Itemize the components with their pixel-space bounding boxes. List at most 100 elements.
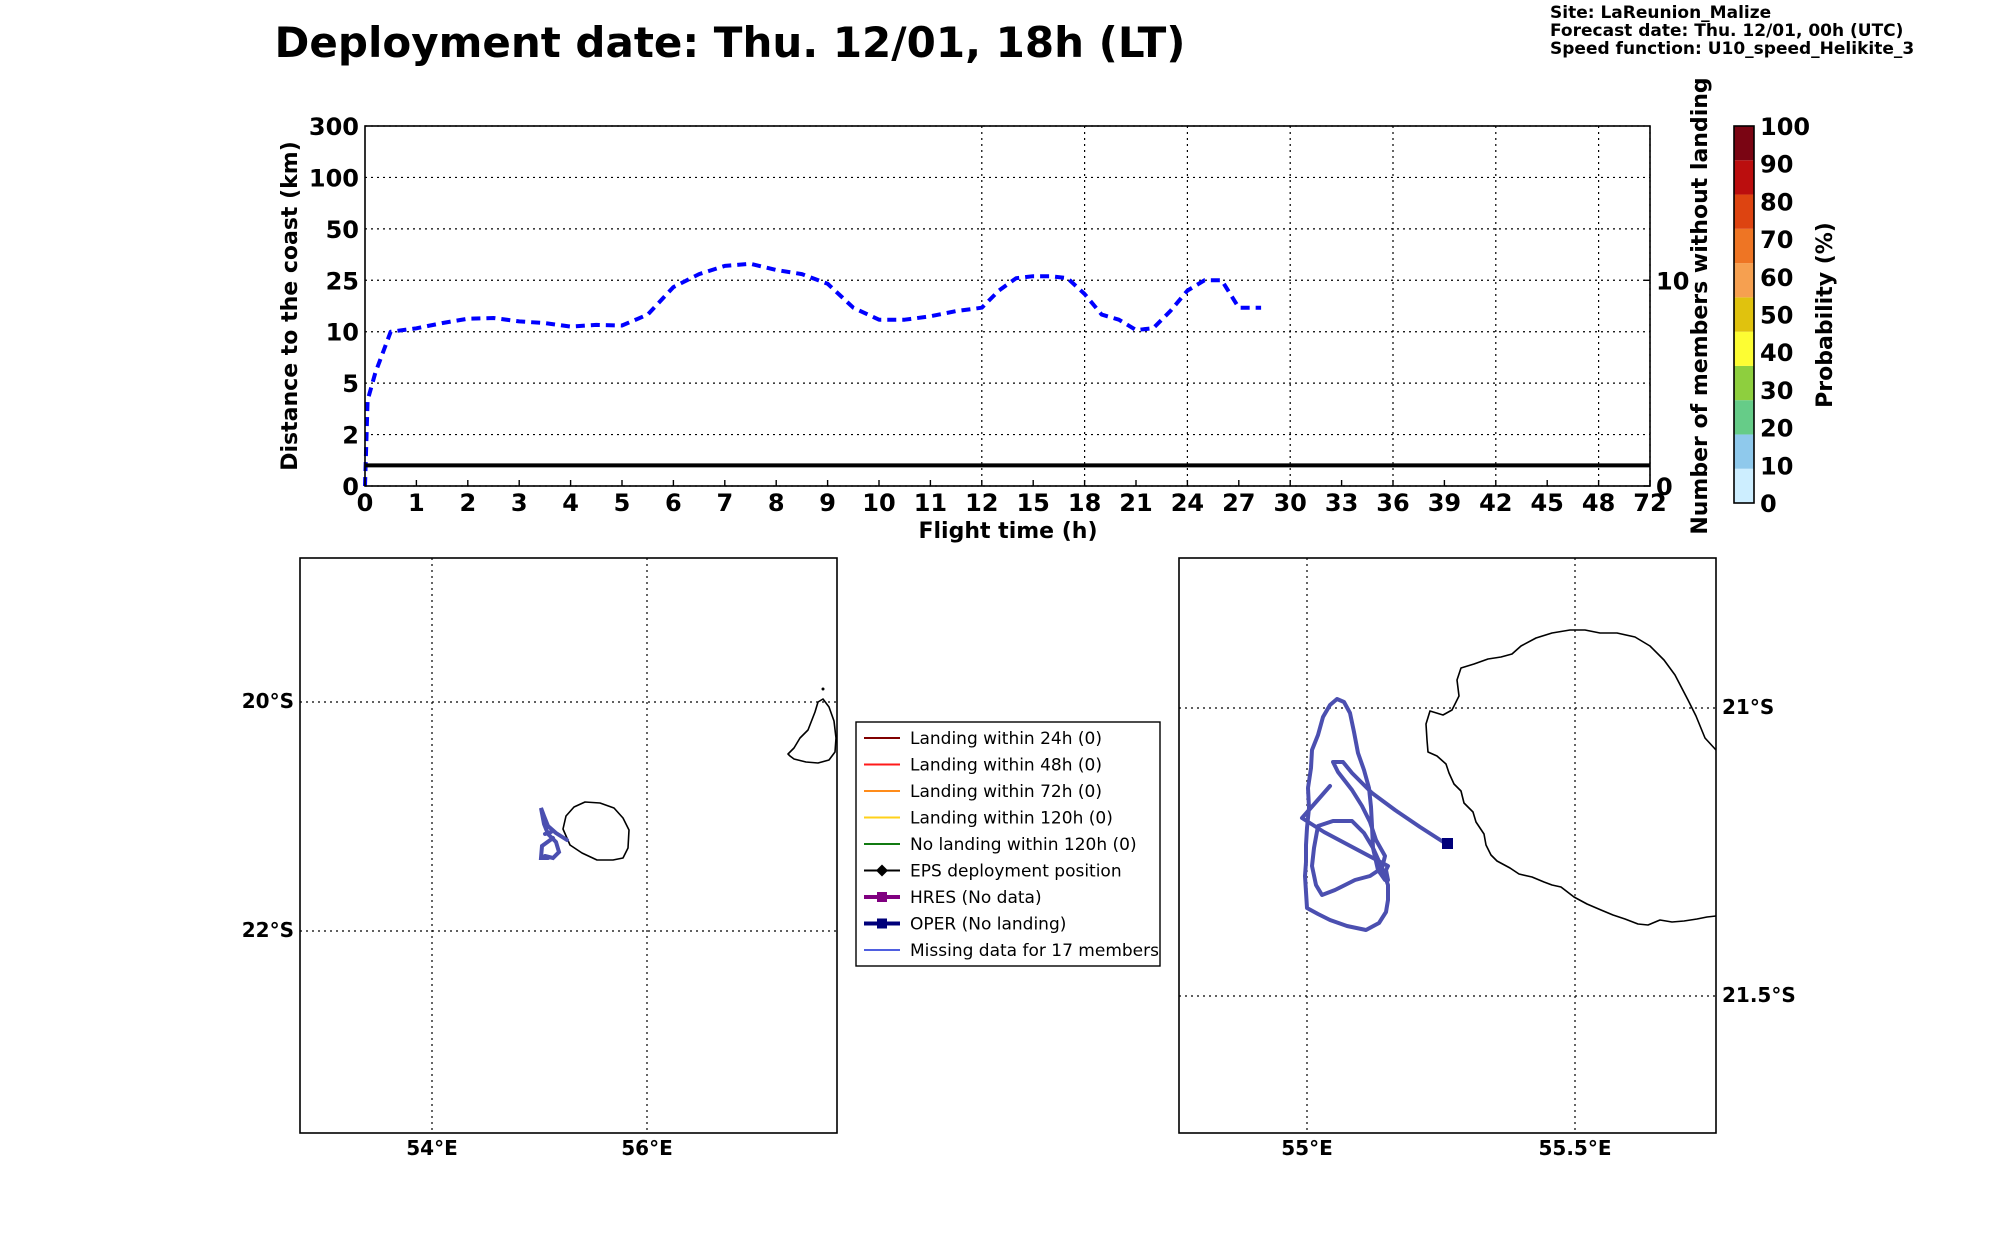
x-tick-label: 6 [665, 489, 682, 517]
legend-label: Landing within 72h (0) [910, 782, 1102, 802]
colorbar-swatch [1734, 400, 1754, 435]
x-tick-label: 36 [1376, 489, 1409, 517]
x-tick-label: 18 [1068, 489, 1101, 517]
y-tick-label: 10 [326, 319, 359, 347]
island-dot [821, 687, 825, 691]
oper-trajectory [1300, 697, 1450, 932]
x-tick-label: 33 [1325, 489, 1358, 517]
figure-title: Deployment date: Thu. 12/01, 18h (LT) [275, 18, 1186, 67]
regional-map-grid [300, 558, 837, 1133]
probability-colorbar: 0 10 20 30 40 50 60 70 80 90 100 Probability (%) [1733, 113, 1838, 518]
legend-label: EPS deployment position [910, 862, 1122, 882]
legend-diamond-marker [876, 864, 888, 877]
x-tick-label: 30 [1273, 489, 1306, 517]
legend-item: Landing within 24h (0) [864, 729, 1102, 749]
y-tick-label: 50 [326, 216, 359, 244]
legend-square-marker [877, 892, 887, 902]
right-y-tick-labels: 0 10 [1644, 267, 1689, 501]
x-tick-label: 10 [862, 489, 895, 517]
x-tick-label: 12 [965, 489, 998, 517]
x-tick-label: 8 [768, 489, 785, 517]
x-tick-label: 1 [408, 489, 425, 517]
legend-item: EPS deployment position [864, 862, 1122, 882]
x-tick-label: 2 [459, 489, 476, 517]
colorbar-swatch [1734, 434, 1754, 469]
legend-item: Missing data for 17 members [864, 941, 1159, 961]
x-tick-label: 72 [1633, 489, 1666, 517]
colorbar-tick-label: 100 [1760, 113, 1810, 141]
y-tick-label: 5 [342, 370, 359, 398]
distance-series-line [363, 261, 1262, 487]
lat-label-22s: 22°S [242, 918, 294, 942]
distance-chart: 0 1 2 3 4 5 6 7 8 9 10 11 12 15 18 21 24 27 30 33 36 39 42 45 48… [278, 77, 1713, 544]
legend-label: HRES (No data) [910, 888, 1042, 908]
legend-item: HRES (No data) [864, 888, 1042, 908]
lat-label-20s: 20°S [242, 689, 294, 713]
colorbar-tick-label: 30 [1760, 377, 1793, 405]
colorbar-tick-labels: 0 10 20 30 40 50 60 70 80 90 100 [1760, 113, 1810, 518]
colorbar-tick-label: 80 [1760, 188, 1793, 216]
colorbar-tick-label: 50 [1760, 302, 1793, 330]
lat-label-21-5s: 21.5°S [1722, 983, 1796, 1007]
colorbar-swatch [1734, 468, 1754, 503]
legend-items: Landing within 24h (0) Landing within 48h… [864, 729, 1159, 961]
x-tick-label: 4 [562, 489, 579, 517]
y-axis-label: Distance to the coast (km) [278, 141, 303, 471]
x-tick-labels: 0 1 2 3 4 5 6 7 8 9 10 11 12 15 18 21 24 27 30 33 36 39 42 45 48… [357, 480, 1667, 517]
legend-frame [855, 721, 1161, 967]
oper-deployment-marker [1442, 838, 1453, 849]
site-label: Site: LaReunion_Malize [1550, 3, 1771, 23]
colorbar-tick-label: 20 [1760, 415, 1793, 443]
zoom-map-frame [1178, 557, 1717, 1134]
y-tick-label: 100 [309, 164, 359, 192]
colorbar-swatch [1734, 194, 1754, 229]
mauritius-coastline [787, 698, 837, 764]
y-tick-label: 25 [326, 267, 359, 295]
colorbar-swatches [1734, 126, 1754, 503]
legend-item: Landing within 120h (0) [864, 809, 1113, 829]
legend-label: OPER (No landing) [910, 915, 1066, 935]
legend-label: Landing within 120h (0) [910, 809, 1113, 829]
colorbar-tick-label: 60 [1760, 264, 1793, 292]
lon-label-54e: 54°E [406, 1136, 458, 1160]
legend-label: Landing within 48h (0) [910, 756, 1102, 776]
y-tick-label: 2 [342, 422, 359, 450]
x-tick-label: 7 [716, 489, 733, 517]
colorbar-tick-label: 10 [1760, 452, 1793, 480]
legend-square-marker [877, 918, 887, 929]
colorbar-tick-label: 0 [1760, 490, 1777, 518]
lon-label-55e: 55°E [1281, 1136, 1333, 1160]
right-y-tick-label: 10 [1656, 267, 1689, 295]
x-axis-label: Flight time (h) [918, 519, 1097, 544]
lon-label-55-5e: 55.5°E [1538, 1136, 1611, 1160]
regional-map-frame [299, 557, 838, 1134]
reunion-coastline-small [562, 801, 630, 861]
legend-item: Landing within 72h (0) [864, 782, 1102, 802]
lon-label-56e: 56°E [621, 1136, 673, 1160]
x-tick-label: 42 [1479, 489, 1512, 517]
x-tick-label: 39 [1428, 489, 1461, 517]
forecast-date-label: Forecast date: Thu. 12/01, 00h (UTC) [1550, 21, 1903, 41]
legend: Landing within 24h (0) Landing within 48h… [855, 721, 1161, 967]
x-tick-label: 3 [511, 489, 528, 517]
x-tick-label: 11 [914, 489, 947, 517]
x-tick-label: 21 [1119, 489, 1152, 517]
colorbar-tick-label: 90 [1760, 151, 1793, 179]
colorbar-swatch [1734, 160, 1754, 195]
y-tick-label: 0 [342, 473, 359, 501]
colorbar-label: Probability (%) [1813, 222, 1838, 408]
regional-map: 20°S 22°S 54°E 56°E [242, 557, 838, 1160]
distance-chart-grid [365, 125, 1651, 487]
x-tick-label: 45 [1530, 489, 1563, 517]
legend-label: Landing within 24h (0) [910, 729, 1102, 749]
colorbar-swatch [1734, 365, 1754, 401]
lat-label-21s: 21°S [1722, 695, 1774, 719]
legend-item: No landing within 120h (0) [864, 835, 1137, 855]
x-tick-label: 27 [1222, 489, 1255, 517]
speed-function-label: Speed function: U10_speed_Helikite_3 [1550, 39, 1914, 59]
legend-label: Missing data for 17 members [910, 941, 1159, 961]
right-y-axis-label: Number of members without landing [1688, 77, 1713, 534]
colorbar-swatch [1734, 331, 1754, 366]
x-tick-label: 5 [614, 489, 631, 517]
